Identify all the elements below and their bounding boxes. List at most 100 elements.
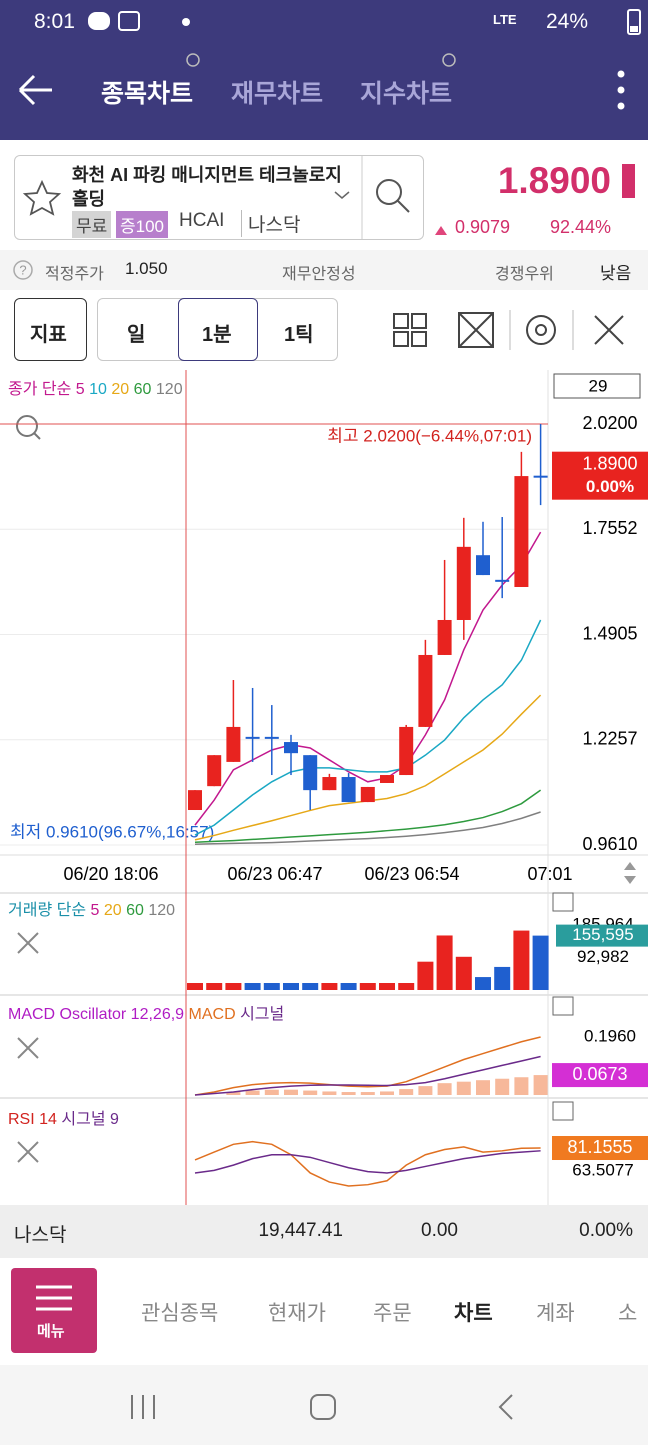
legend-item: 5 [91,902,100,919]
volume-bar [302,983,319,990]
svg-text:?: ? [19,262,26,277]
moving-average [194,811,541,845]
high-label: 최고 2.0200(−6.44%,07:01) [327,426,532,445]
oscillator-bar [418,1086,433,1095]
back-button[interactable] [18,74,52,106]
volume-current-box [556,924,648,947]
oscillator-bar [284,1089,298,1095]
nav-item[interactable]: 소 [618,1302,638,1325]
info-item: 재무안정성 [282,266,356,283]
oscillator-bar [476,1080,490,1095]
candle-body [264,736,279,739]
volume-bar [263,983,280,990]
y-tick-label: 1.4905 [582,623,637,643]
fair-price-label: 적정주가 [45,266,104,283]
status-network: LTE [493,12,517,27]
tab[interactable]: 종목차트 [101,80,194,108]
volume-bar [187,983,203,990]
button-label: 일 [127,324,146,346]
tag: 증100 [116,211,169,238]
nav-item-active[interactable]: 차트 [454,1302,493,1325]
tab[interactable]: 지수차트 [360,80,453,108]
button-label: 1틱 [284,324,314,346]
oscillator-bar [341,1092,356,1095]
legend-title: MACD Oscillator 12,26,9 [8,1006,184,1023]
rsi-current: 81.1555 [567,1137,632,1157]
ticker: HCAI [179,210,225,231]
menu-icon [36,1285,72,1311]
macd-current: 0.0673 [572,1064,627,1084]
legend: 종가 단순 5 10 20 60 120 [8,380,183,398]
volume-bar [398,983,415,990]
volume-bar [206,983,223,990]
tab[interactable]: 재무차트 [231,80,324,108]
candle-body [380,775,394,783]
info-item: 낮음 [600,264,632,283]
tag: 무료 [72,211,112,238]
oscillator-bar [245,1090,260,1095]
favorite-star[interactable] [22,179,62,216]
oscillator-bar [380,1091,394,1095]
search-button[interactable] [376,179,402,205]
y-tick-label: 2.0200 [582,413,637,433]
change-pct: 92.44% [549,217,611,237]
moving-average [194,789,542,843]
volume-bar [475,977,491,990]
button-label: 1분 [202,324,232,346]
nav-item[interactable]: 계좌 [536,1302,575,1325]
oscillator-bar [264,1089,279,1095]
current-price-box [552,451,648,500]
toolbar-icons [393,310,624,350]
stock-icons [22,156,635,239]
volume-bar [225,983,242,990]
moving-average [194,531,542,826]
rsi-current-box [552,1136,648,1161]
candle-body [399,726,414,776]
legend-item: 20 [111,381,129,398]
oscillator-bar [360,1092,375,1095]
legend: 거래량 단순 5 20 60 120 [8,901,175,919]
button-label: 지표 [30,324,67,346]
footer-market: 나스닥 [14,1225,67,1246]
candle-body [533,475,548,478]
candle-body [245,736,260,739]
zoom-button[interactable] [16,415,38,437]
oscillator-bar [322,1091,337,1095]
volume-bar [513,930,530,990]
legend-title: RSI 14 [8,1111,57,1128]
oscillator-bar [456,1081,471,1095]
period-button-active[interactable] [178,298,258,361]
candle-body [284,742,298,754]
nav-item[interactable]: 주문 [373,1302,412,1325]
index-footer [0,1205,648,1258]
system-nav-icons [131,1394,513,1420]
current-pct: 0.00% [586,477,634,496]
candle-body [418,654,433,727]
status-time: 8:01 [34,10,75,33]
fair-price: 1.050 [125,259,168,278]
candle-body [303,755,318,791]
help-icon[interactable]: ? [12,259,34,281]
legend-item: MACD [189,1006,236,1023]
x-tick-label: 06/23 06:47 [227,864,322,884]
x-tick-label: 07:01 [527,864,572,884]
bar-counter: 29 [589,376,608,395]
indicator-button[interactable] [14,298,87,361]
candle-body [360,786,375,803]
volume-bar [417,961,434,990]
info-row [0,250,648,290]
volume-bar [244,983,261,990]
candle-body [207,755,222,787]
candle-body [456,546,471,620]
nav-item[interactable]: 관심종목 [141,1302,219,1325]
y-tick-label: 92,982 [577,947,629,966]
volume-bar [321,983,338,990]
candle-body [188,790,202,811]
volume-bar [359,983,376,990]
volume-bar [455,956,472,990]
oscillator-bar [399,1089,414,1095]
change: 0.9079 [455,217,511,237]
nav-item[interactable]: 현재가 [268,1302,326,1325]
header-icons [18,9,641,110]
volume-bar [340,983,357,990]
